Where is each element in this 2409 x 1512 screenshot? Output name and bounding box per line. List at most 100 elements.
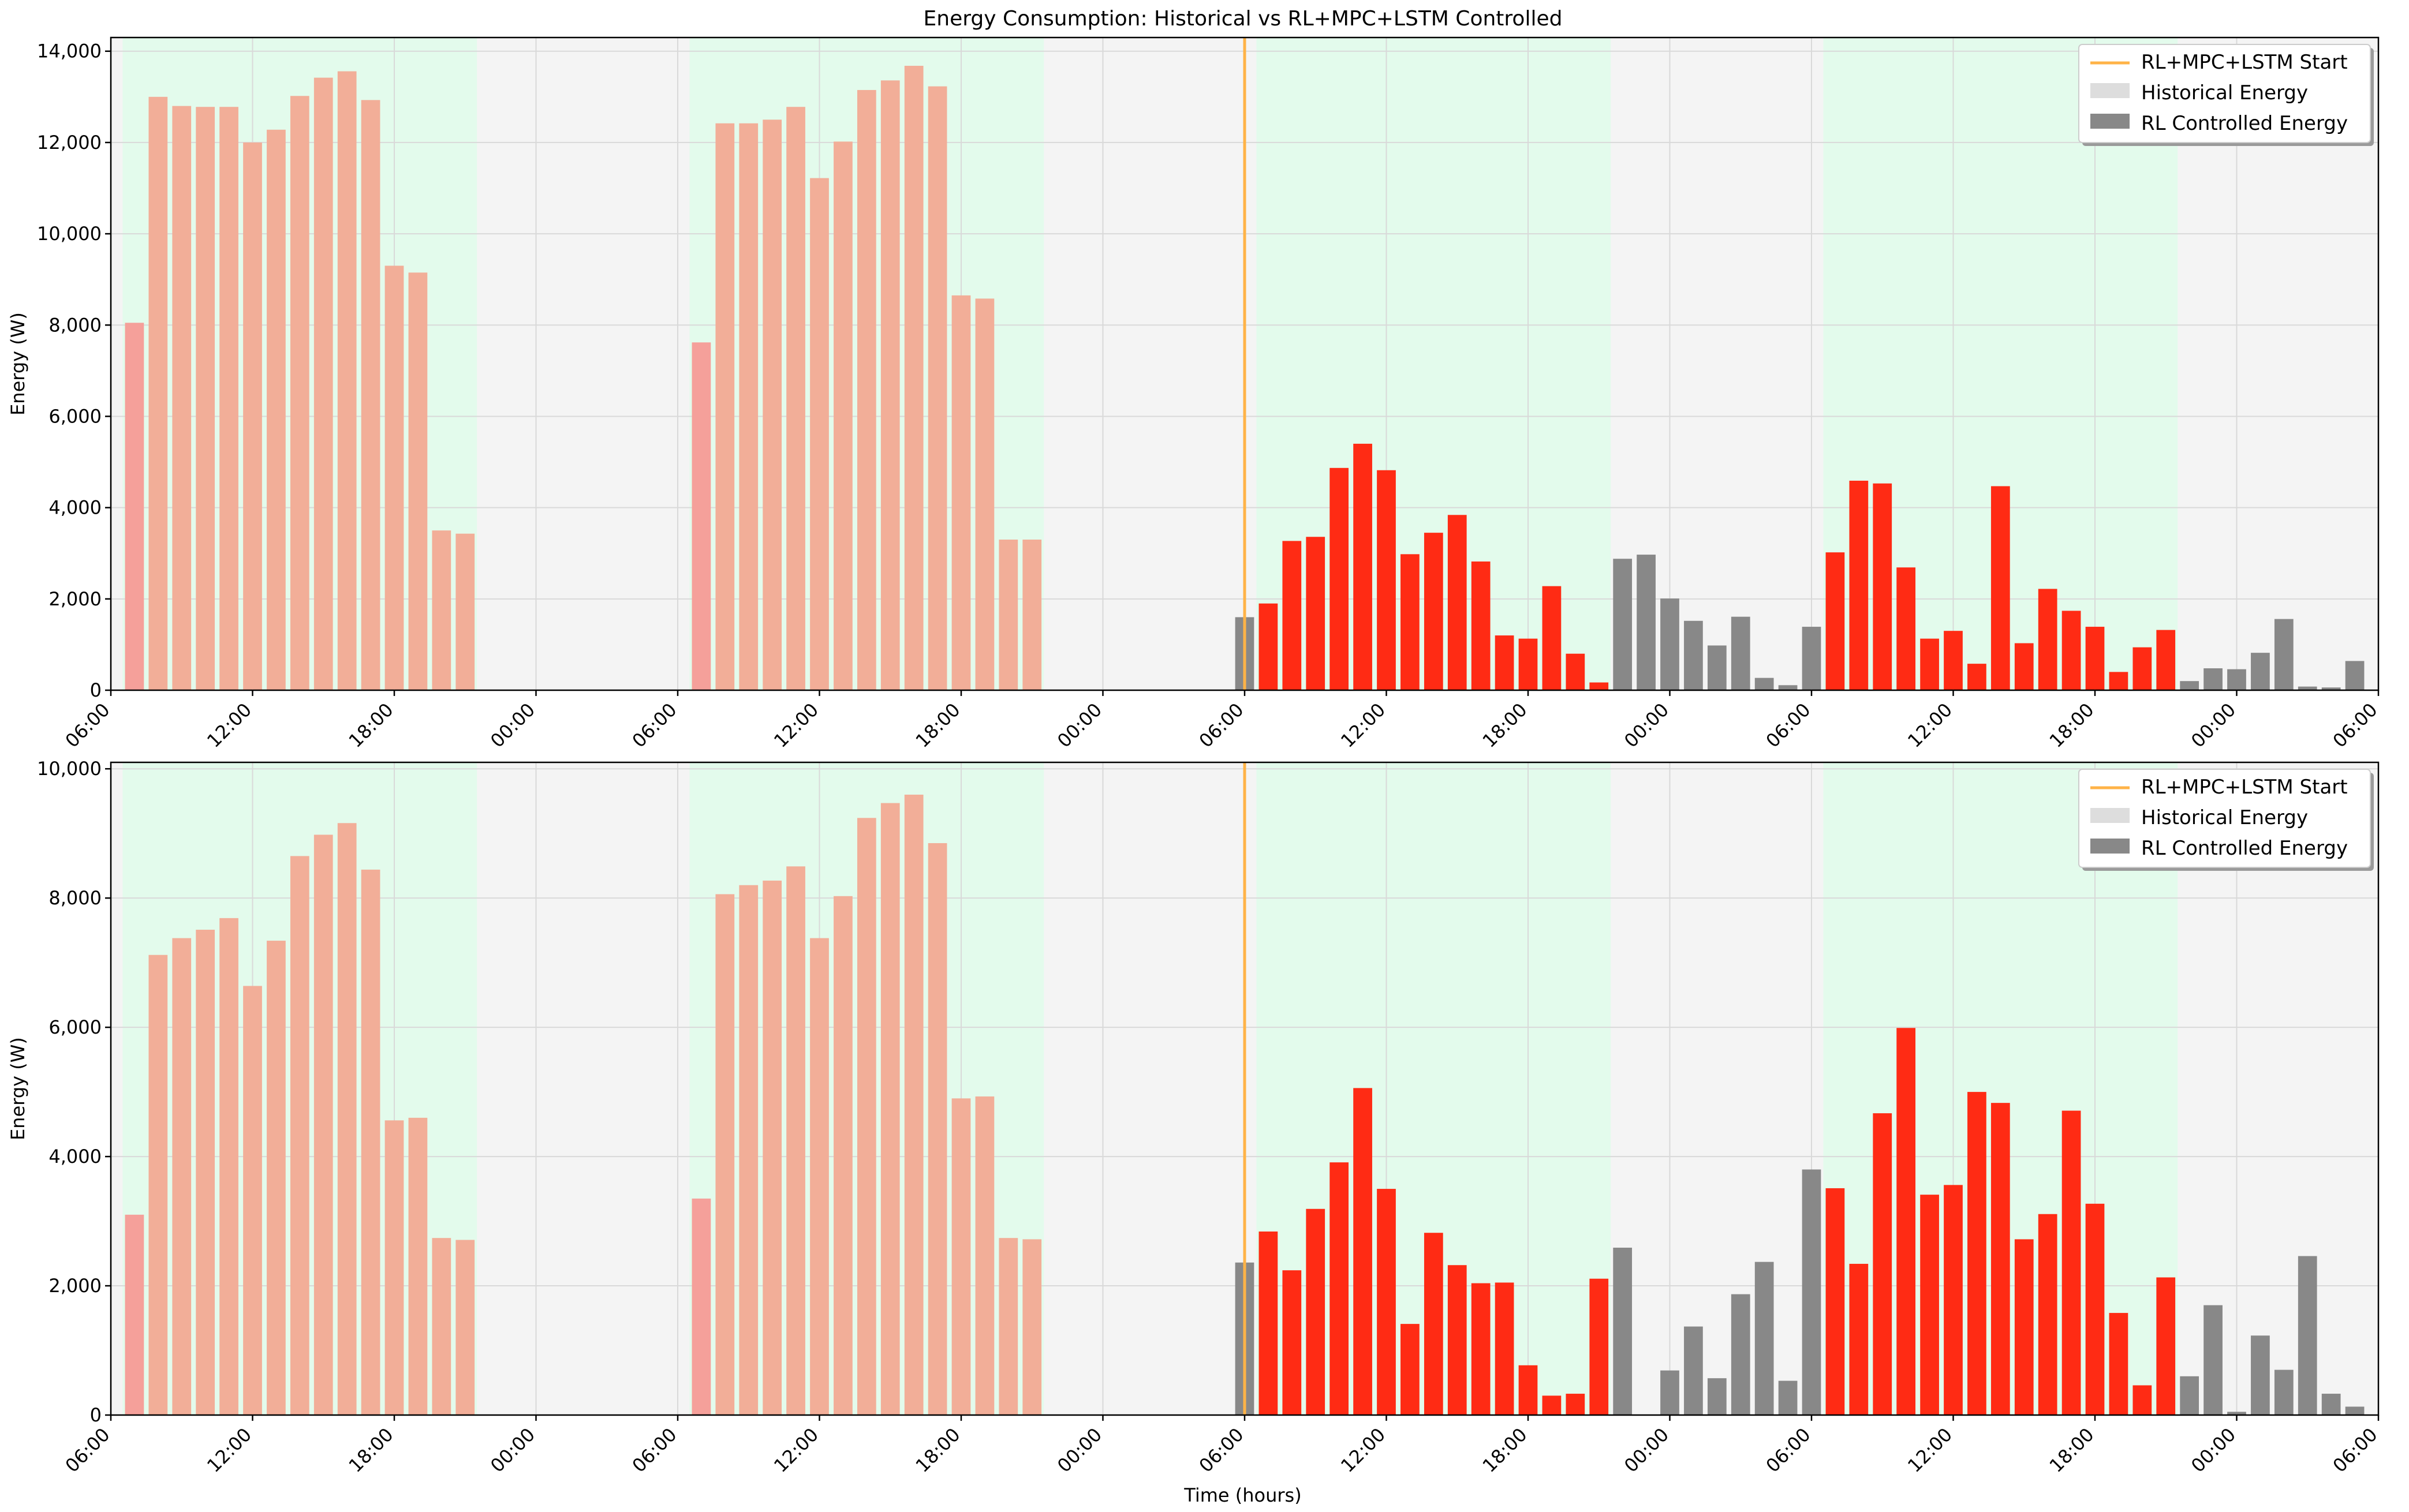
y-tick-label: 4,000 — [48, 497, 102, 519]
historical-bar — [975, 298, 995, 690]
rl-controlled-bar — [2014, 1239, 2034, 1415]
historical-bar — [125, 323, 144, 690]
rl-controlled-bar — [2109, 672, 2128, 690]
y-tick-label: 6,000 — [48, 405, 102, 427]
rl-controlled-bar — [1613, 1247, 1633, 1415]
y-tick-label: 14,000 — [37, 40, 102, 62]
legend-label: Historical Energy — [2141, 806, 2308, 829]
historical-bar — [148, 96, 168, 691]
rl-controlled-bar — [2274, 1369, 2294, 1415]
rl-controlled-bar — [1990, 486, 2010, 690]
rl-controlled-bar — [1589, 1278, 1609, 1415]
rl-controlled-bar — [1754, 678, 1774, 690]
rl-controlled-bar — [1589, 682, 1609, 690]
legend-label: RL+MPC+LSTM Start — [2141, 776, 2348, 799]
historical-bar — [243, 142, 262, 691]
rl-controlled-bar — [1495, 1282, 1514, 1415]
legend-label: RL+MPC+LSTM Start — [2141, 51, 2348, 74]
rl-controlled-bar — [1282, 1270, 1302, 1415]
historical-bar — [951, 295, 971, 690]
rl-controlled-bar — [1377, 470, 1396, 690]
rl-controlled-bar — [2251, 653, 2270, 690]
rl-controlled-bar — [1282, 541, 1302, 690]
historical-bar — [361, 869, 380, 1415]
y-tick-label: 12,000 — [37, 132, 102, 154]
rl-controlled-bar — [2109, 1313, 2128, 1415]
rl-controlled-bar — [1896, 567, 1916, 690]
historical-bar — [361, 100, 380, 690]
historical-bar — [290, 856, 309, 1415]
historical-bar — [810, 938, 829, 1415]
rl-controlled-bar — [2132, 647, 2152, 690]
rl-controlled-bar — [1353, 1088, 1372, 1415]
historical-bar — [196, 930, 215, 1415]
historical-bar — [408, 1117, 428, 1415]
legend-label: RL Controlled Energy — [2141, 112, 2348, 135]
historical-bar — [857, 818, 876, 1415]
rl-controlled-bar — [1613, 559, 1633, 690]
rl-controlled-bar — [1471, 1283, 1491, 1415]
chart-title: Energy Consumption: Historical vs RL+MPC… — [924, 7, 1563, 31]
rl-controlled-bar — [2298, 686, 2317, 690]
rl-controlled-bar — [1707, 645, 1727, 690]
historical-bar — [951, 1098, 971, 1415]
rl-controlled-bar — [1424, 1233, 1443, 1415]
rl-controlled-bar — [1566, 653, 1585, 690]
rl-controlled-bar — [1306, 1208, 1325, 1415]
y-tick-label: 10,000 — [37, 223, 102, 245]
historical-bar — [928, 86, 947, 690]
historical-bar — [1022, 1239, 1042, 1415]
historical-bar — [290, 96, 309, 691]
y-tick-label: 6,000 — [48, 1016, 102, 1038]
rl-controlled-bar — [1849, 1263, 1869, 1415]
rl-controlled-bar — [2014, 643, 2034, 690]
rl-controlled-bar — [1377, 1189, 1396, 1415]
rl-controlled-bar — [1353, 443, 1372, 690]
rl-controlled-bar — [2085, 627, 2105, 690]
rl-controlled-bar — [1542, 1395, 1562, 1415]
historical-bar — [455, 533, 475, 690]
legend-historical-swatch — [2090, 808, 2130, 823]
rl-controlled-bar — [2345, 661, 2365, 690]
historical-bar — [834, 896, 853, 1415]
historical-bar — [786, 107, 805, 690]
rl-controlled-bar — [1707, 1378, 1727, 1415]
y-tick-label: 8,000 — [48, 314, 102, 336]
rl-controlled-bar — [1306, 537, 1325, 690]
rl-controlled-bar — [1920, 638, 1939, 690]
historical-bar — [408, 272, 428, 690]
rl-controlled-bar — [2038, 1214, 2057, 1415]
historical-bar — [810, 178, 829, 691]
rl-controlled-bar — [1967, 664, 1986, 690]
y-tick-label: 2,000 — [48, 1275, 102, 1297]
y-axis-label: Energy (W) — [7, 312, 29, 416]
historical-bar — [715, 894, 735, 1415]
historical-bar — [455, 1240, 475, 1415]
historical-bar — [384, 1120, 404, 1415]
rl-controlled-bar — [2227, 669, 2246, 690]
rl-controlled-bar — [2061, 1110, 2081, 1415]
x-axis-label: Time (hours) — [1183, 1484, 1301, 1506]
rl-controlled-bar — [1447, 515, 1467, 690]
historical-bar — [148, 955, 168, 1415]
rl-controlled-bar — [1637, 555, 1656, 690]
rl-controlled-bar — [2203, 668, 2223, 690]
historical-bar — [715, 123, 735, 690]
rl-controlled-bar — [1400, 554, 1420, 690]
rl-controlled-bar — [1873, 1113, 1892, 1415]
rl-controlled-bar — [1802, 1169, 1821, 1415]
historical-bar — [999, 1238, 1018, 1415]
rl-controlled-bar — [1542, 586, 1562, 690]
historical-bar — [313, 77, 333, 691]
rl-controlled-bar — [2180, 681, 2199, 690]
rl-controlled-bar — [1944, 631, 1963, 690]
y-tick-label: 8,000 — [48, 887, 102, 909]
historical-bar — [857, 89, 876, 690]
historical-bar — [267, 941, 286, 1415]
rl-controlled-bar — [2345, 1406, 2365, 1415]
rl-controlled-bar — [2321, 687, 2341, 690]
rl-controlled-bar — [2061, 611, 2081, 690]
historical-bar — [880, 803, 900, 1415]
rl-controlled-bar — [1778, 685, 1798, 690]
historical-bar — [172, 106, 192, 691]
